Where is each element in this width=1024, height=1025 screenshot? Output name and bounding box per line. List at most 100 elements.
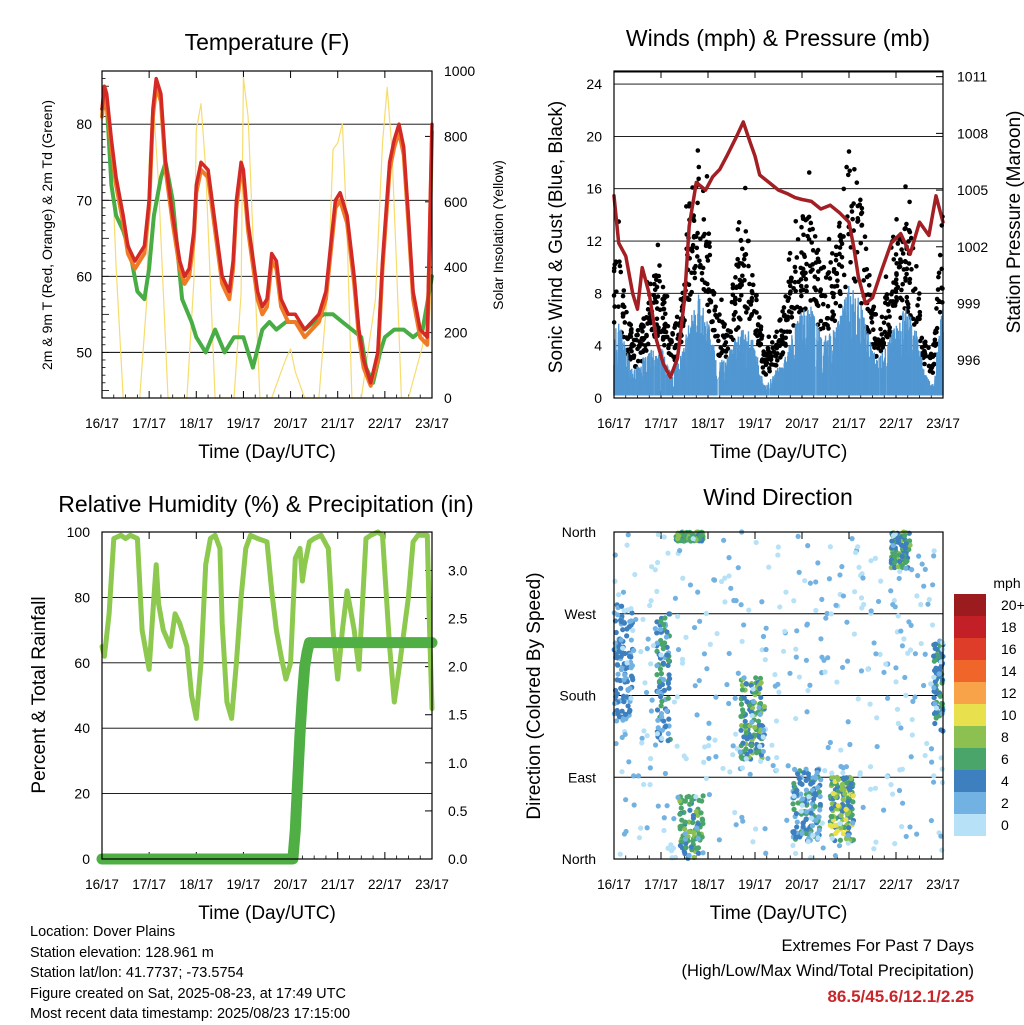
gust-point <box>927 368 933 374</box>
x-tick-label: 23/17 <box>415 877 449 892</box>
direction-point <box>903 565 909 571</box>
gust-point <box>713 304 718 310</box>
direction-point <box>819 596 825 603</box>
direction-point <box>824 610 830 617</box>
direction-point <box>691 624 698 631</box>
direction-point <box>703 610 709 617</box>
gust-point <box>695 148 701 153</box>
gust-point <box>798 283 804 289</box>
direction-point <box>933 715 939 721</box>
gust-point <box>736 220 742 225</box>
gust-point <box>939 300 945 305</box>
gust-point <box>660 315 666 321</box>
gust-point <box>640 329 645 334</box>
direction-point <box>644 646 650 652</box>
direction-point <box>613 629 619 636</box>
direction-point <box>903 559 909 566</box>
gust-point <box>662 334 668 340</box>
gust-point <box>780 309 785 314</box>
gust-point <box>662 311 668 317</box>
gust-point <box>757 342 763 348</box>
direction-point <box>733 822 739 828</box>
gust-point <box>696 164 702 170</box>
x-tick-label: 21/17 <box>832 416 866 431</box>
gust-point <box>814 302 820 307</box>
direction-point <box>905 650 911 656</box>
gust-point <box>878 326 883 332</box>
direction-point <box>645 636 651 642</box>
direction-point <box>844 619 850 625</box>
gust-point <box>934 329 939 335</box>
direction-point <box>656 678 662 685</box>
gust-point <box>904 271 909 277</box>
gust-point <box>848 259 853 265</box>
direction-point <box>744 751 750 757</box>
gust-point <box>755 322 761 328</box>
gust-point <box>739 282 744 288</box>
direction-point <box>659 698 665 704</box>
gust-point <box>694 254 700 259</box>
direction-point <box>763 646 769 653</box>
x-axis-label: Time (Day/UTC) <box>198 442 336 463</box>
direction-point <box>700 850 706 856</box>
direction-point <box>828 813 834 820</box>
gust-point <box>904 299 910 305</box>
direction-point <box>655 725 661 731</box>
direction-point <box>654 630 660 636</box>
direction-point <box>874 715 880 721</box>
direction-point <box>783 589 789 595</box>
gust-point <box>936 270 942 276</box>
x-tick-label: 19/17 <box>738 416 772 431</box>
direction-point <box>621 620 628 626</box>
gust-point <box>630 354 635 360</box>
gust-point <box>722 335 727 340</box>
direction-point <box>670 845 677 851</box>
gust-point <box>898 257 903 262</box>
direction-point <box>859 605 865 611</box>
direction-point <box>737 749 743 755</box>
x-tick-label: 16/17 <box>597 877 631 892</box>
direction-point <box>683 844 689 851</box>
direction-point <box>785 763 791 769</box>
gust-point <box>914 263 919 269</box>
direction-point <box>649 564 655 570</box>
direction-point <box>727 769 733 775</box>
extremes-summary: Extremes For Past 7 Days (High/Low/Max W… <box>681 934 974 1009</box>
gust-point <box>869 315 874 321</box>
y2-tick-label: 0 <box>444 390 452 406</box>
direction-point <box>683 756 689 762</box>
gust-point <box>638 323 644 329</box>
direction-point <box>732 809 738 816</box>
gust-point <box>772 362 778 368</box>
x-tick-label: 16/17 <box>85 416 119 431</box>
gust-point <box>754 297 759 303</box>
direction-point <box>800 820 806 826</box>
y2-tick-label: 2.0 <box>448 659 468 675</box>
gust-point <box>870 306 876 312</box>
direction-point <box>898 628 904 634</box>
direction-point <box>829 770 835 776</box>
direction-point <box>671 699 677 705</box>
wind-points <box>613 285 944 396</box>
x-tick-label: 19/17 <box>227 877 261 892</box>
gust-point <box>780 350 786 355</box>
direction-point <box>696 831 702 837</box>
y2-axis-label: Solar Insolation (Yellow) <box>490 160 506 310</box>
gust-point <box>629 344 635 349</box>
direction-point <box>620 645 626 651</box>
gust-point <box>891 257 897 262</box>
direction-point <box>679 660 686 666</box>
y-tick-label: 8 <box>594 285 602 301</box>
direction-point <box>690 829 697 836</box>
gust-point <box>815 269 821 274</box>
gust-point <box>766 366 772 371</box>
direction-point <box>802 578 808 584</box>
direction-point <box>791 766 798 772</box>
direction-point <box>722 599 728 605</box>
direction-point <box>706 791 713 798</box>
gust-point <box>654 316 660 322</box>
direction-point <box>912 651 918 657</box>
x-tick-label: 20/17 <box>274 416 308 431</box>
direction-point <box>842 791 848 797</box>
direction-point <box>855 696 861 702</box>
